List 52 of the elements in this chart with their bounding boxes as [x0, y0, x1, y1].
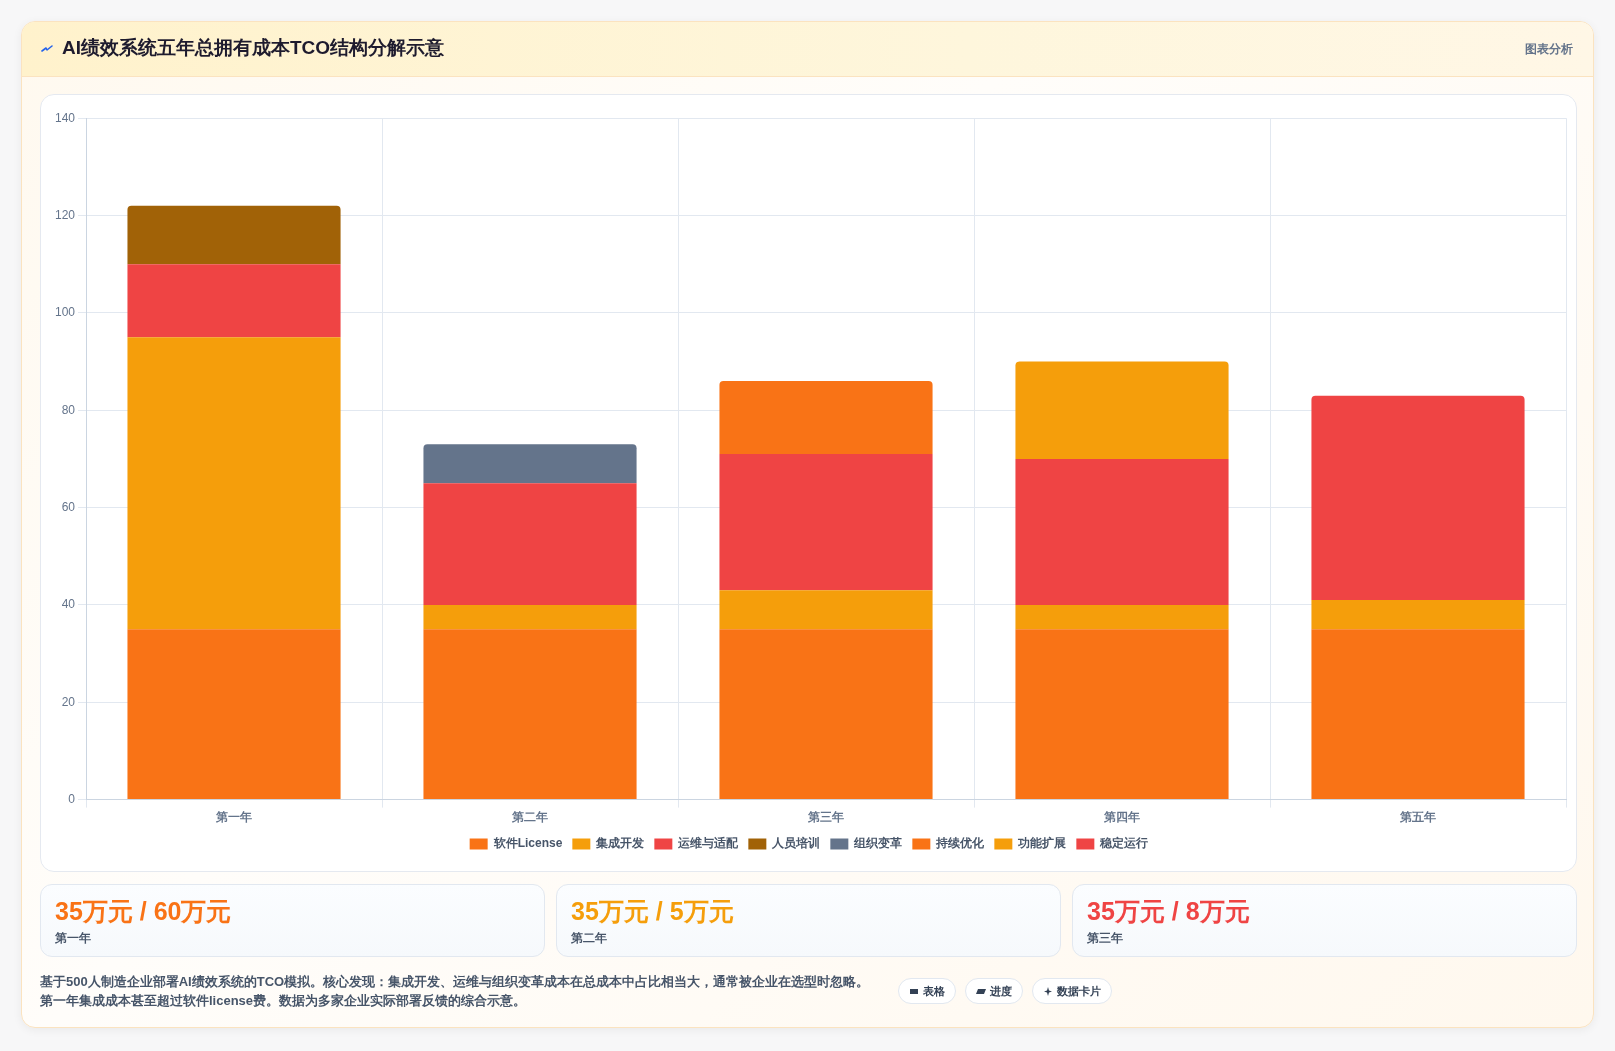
y-tick-label: 100	[54, 305, 76, 320]
text: 基于500人制造企业部署AI绩效系统的TCO模拟。核心发现：集成开发、运维与组织变革成本在总成本中占比相当大，通常被企业在选型时忽略。第一年集成成本甚至超过软件license费。数据为多家企业实际部署反馈的综合示意。	[40, 973, 870, 1010]
text: 35万元 / 60万元	[55, 896, 233, 926]
legend-label: 持续优化	[935, 836, 986, 851]
legend-label: 软件License	[492, 836, 563, 851]
text: 进度	[990, 983, 1012, 999]
x-tick-label: 第三年	[807, 810, 845, 825]
x-tick-label: 第五年	[1399, 810, 1436, 825]
text: 35万元 / 8万元	[1087, 896, 1251, 926]
bar	[423, 444, 637, 484]
bar	[1311, 600, 1525, 630]
bar	[1015, 361, 1229, 459]
text: 表格	[923, 983, 945, 999]
bar	[1311, 395, 1525, 601]
y-tick-label: 80	[61, 402, 76, 417]
legend-label: 功能扩展	[1017, 836, 1067, 851]
legend-label: 人员培训	[771, 836, 821, 851]
bar	[719, 590, 933, 630]
legend-label: 组织变革	[853, 836, 903, 851]
x-tick-label: 第四年	[1103, 810, 1141, 825]
y-tick-label: 120	[54, 207, 76, 222]
x-tick-label: 第二年	[511, 810, 549, 825]
text: 35万元 / 5万元	[571, 896, 735, 926]
bar	[719, 381, 933, 455]
bar	[127, 337, 341, 630]
y-tick-label: 0	[68, 791, 76, 806]
text: 第一年	[55, 930, 92, 947]
bar	[1311, 629, 1525, 800]
legend-label: 稳定运行	[1099, 836, 1149, 851]
bar	[127, 264, 341, 338]
y-tick-label: 60	[61, 499, 76, 514]
text: 第三年	[1087, 930, 1124, 947]
bar	[719, 454, 933, 591]
bar	[1015, 458, 1229, 605]
text: 数据卡片	[1057, 983, 1101, 999]
chart-title: AI绩效系统五年总拥有成本TCO结构分解示意	[62, 37, 445, 59]
bar	[127, 629, 341, 800]
bar	[127, 205, 341, 265]
bar	[719, 629, 933, 800]
y-tick-label: 20	[61, 694, 76, 709]
bar	[423, 604, 637, 630]
y-tick-label: 140	[54, 110, 76, 125]
text: 第二年	[571, 930, 608, 947]
x-tick-label: 第一年	[215, 810, 253, 825]
y-tick-label: 40	[61, 597, 76, 612]
legend-label: 集成开发	[595, 836, 645, 851]
bar	[1015, 629, 1229, 800]
bar	[423, 483, 637, 605]
bar	[1015, 604, 1229, 630]
legend-label: 运维与适配	[677, 836, 740, 851]
text: 图表分析	[1525, 41, 1573, 58]
bar	[423, 629, 637, 800]
